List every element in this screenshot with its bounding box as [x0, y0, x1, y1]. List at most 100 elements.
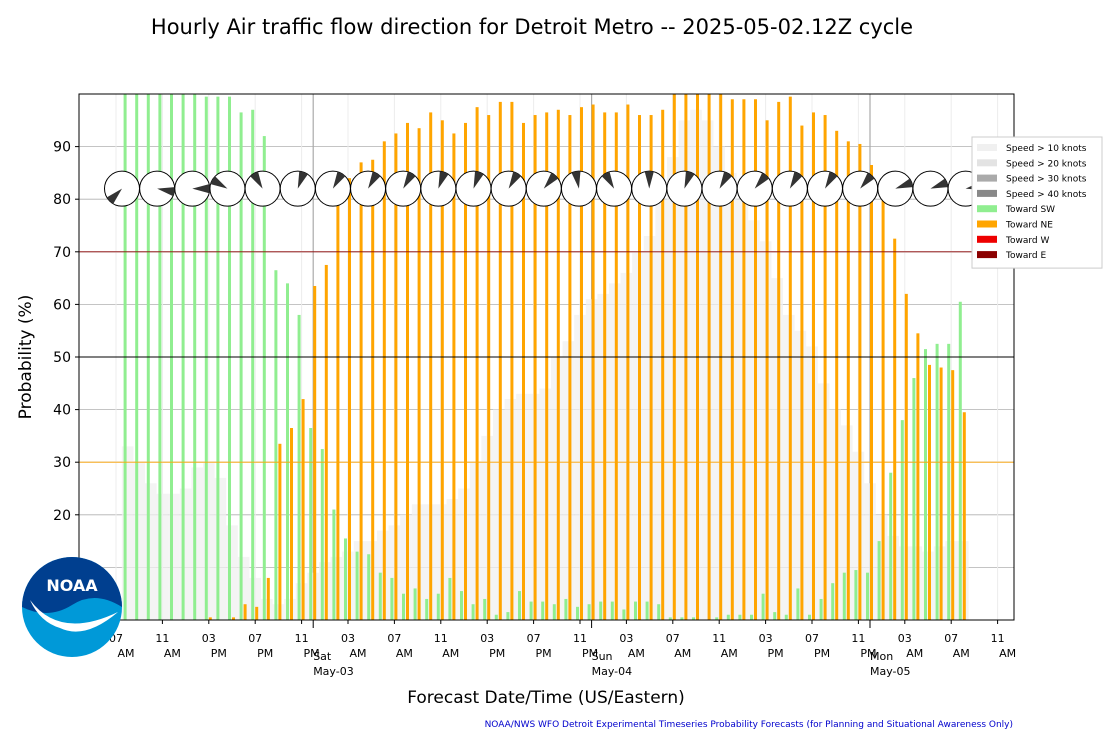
- glyph-wedge: [368, 171, 381, 189]
- x-day-label: Mon: [870, 650, 893, 663]
- direction-bar: [645, 601, 649, 620]
- x-tick-label: PM: [257, 647, 273, 660]
- x-tick-label: AM: [674, 647, 691, 660]
- direction-bar: [622, 609, 626, 620]
- direction-bar: [324, 264, 328, 620]
- x-tick-label: 07: [248, 632, 262, 645]
- legend-label: Speed > 30 knots: [1006, 175, 1087, 185]
- direction-bar: [657, 604, 661, 620]
- direction-bar: [494, 614, 498, 620]
- direction-bar: [603, 112, 607, 620]
- speed-bar: [191, 467, 203, 620]
- direction-bar: [777, 101, 781, 620]
- direction-bar: [475, 107, 479, 620]
- direction-bar: [877, 541, 881, 620]
- direction-bar: [576, 606, 579, 620]
- glyph-wedge: [825, 171, 838, 189]
- direction-bar: [692, 617, 695, 620]
- direction-bar: [858, 143, 862, 620]
- speed-bar: [145, 483, 157, 620]
- x-tick-label: 03: [341, 632, 355, 645]
- glyph-wedge: [789, 171, 803, 189]
- direction-bar: [336, 199, 340, 620]
- x-tick-label: PM: [768, 647, 784, 660]
- direction-bar: [440, 120, 444, 620]
- direction-bar: [471, 604, 475, 620]
- x-tick-label: PM: [582, 647, 598, 660]
- legend-label: Speed > 20 knots: [1006, 159, 1087, 169]
- direction-bar: [881, 188, 885, 620]
- speed-bar: [852, 451, 865, 620]
- plot-area: [79, 94, 1014, 620]
- direction-bar: [649, 115, 653, 620]
- direction-bar: [255, 606, 259, 620]
- glyph-wedge: [571, 171, 581, 189]
- x-tick-label: 11: [434, 632, 448, 645]
- direction-bar: [452, 133, 456, 620]
- speed-bar: [353, 541, 366, 620]
- speed-bar: [249, 577, 261, 620]
- legend-swatch: [977, 235, 997, 243]
- speed-bar: [168, 493, 180, 620]
- legend-label: Toward W: [1005, 236, 1049, 246]
- speed-bar: [226, 525, 238, 620]
- glyph-wedge: [192, 184, 210, 194]
- direction-bar: [533, 115, 537, 620]
- x-tick-label: 11: [851, 632, 865, 645]
- direction-bar: [204, 96, 208, 620]
- direction-bar: [924, 349, 927, 620]
- speed-bar: [295, 583, 308, 620]
- direction-bar: [765, 120, 769, 620]
- x-day-label: Sun: [592, 650, 613, 663]
- direction-bar: [939, 367, 943, 620]
- x-tick-label: PM: [536, 647, 552, 660]
- direction-bar: [800, 125, 804, 620]
- direction-bar: [587, 604, 591, 620]
- direction-bar: [417, 128, 421, 620]
- x-tick-label: 07: [387, 632, 401, 645]
- logo-top: [22, 557, 122, 614]
- glyph-wedge: [473, 171, 484, 189]
- glyph-wedge: [754, 172, 770, 189]
- speed-bar: [794, 330, 807, 620]
- direction-bar: [286, 283, 289, 620]
- direction-bar: [406, 122, 409, 620]
- speed-bar: [214, 477, 227, 620]
- direction-bar: [348, 178, 351, 620]
- direction-bar: [522, 122, 525, 620]
- direction-bar: [510, 101, 514, 620]
- speed-bar: [562, 341, 575, 620]
- legend-swatch: [977, 174, 997, 182]
- speed-bar: [910, 546, 923, 620]
- x-tick-label: AM: [396, 647, 413, 660]
- direction-bar: [251, 109, 255, 620]
- direction-bar: [274, 270, 278, 620]
- direction-bar: [413, 588, 417, 620]
- y-tick-label: 40: [53, 403, 71, 419]
- direction-bar: [262, 136, 266, 620]
- speed-bar: [469, 462, 482, 620]
- direction-bar: [823, 115, 827, 620]
- direction-bar: [580, 107, 583, 620]
- direction-bar: [726, 614, 730, 620]
- glyph-wedge: [930, 178, 948, 189]
- glyph-wedge: [403, 171, 416, 189]
- direction-bar: [866, 572, 869, 620]
- direction-bar: [935, 343, 939, 620]
- direction-bar: [784, 614, 788, 620]
- glyph-wedge: [332, 171, 346, 189]
- direction-bar: [568, 115, 572, 620]
- x-tick-label: AM: [999, 647, 1016, 660]
- speed-bar: [411, 504, 424, 620]
- legend-label: Speed > 40 knots: [1006, 190, 1087, 200]
- direction-bar: [761, 593, 765, 620]
- direction-bar: [506, 612, 510, 620]
- direction-bar: [332, 509, 336, 620]
- direction-bar: [610, 601, 614, 620]
- x-tick-label: 03: [898, 632, 912, 645]
- direction-bar: [390, 577, 394, 620]
- footer-note: NOAA/NWS WFO Detroit Experimental Timese…: [485, 720, 1013, 730]
- direction-bar: [808, 614, 811, 620]
